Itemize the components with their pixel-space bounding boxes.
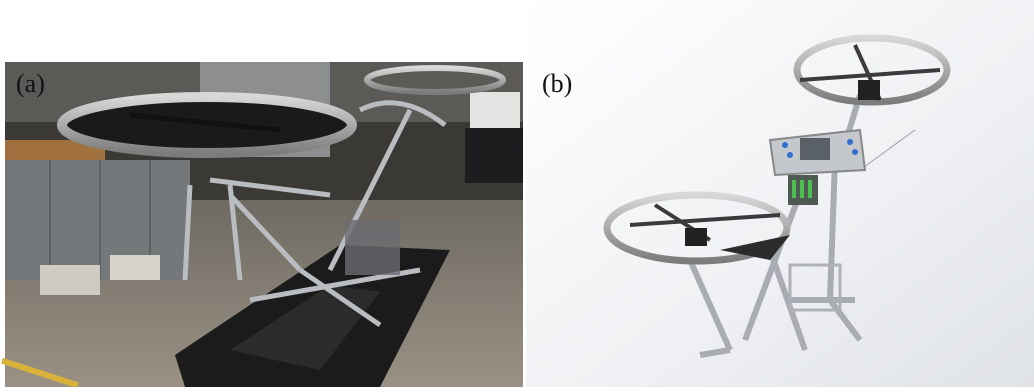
panel-label: (a) [16,69,45,98]
panel-label: (b) [542,69,572,98]
page: (a) (b) (() => { const data = JSO [0,0,1034,387]
figure: (a) (b) [0,0,1034,387]
render-b [526,0,1034,387]
photo-a [1,62,523,387]
